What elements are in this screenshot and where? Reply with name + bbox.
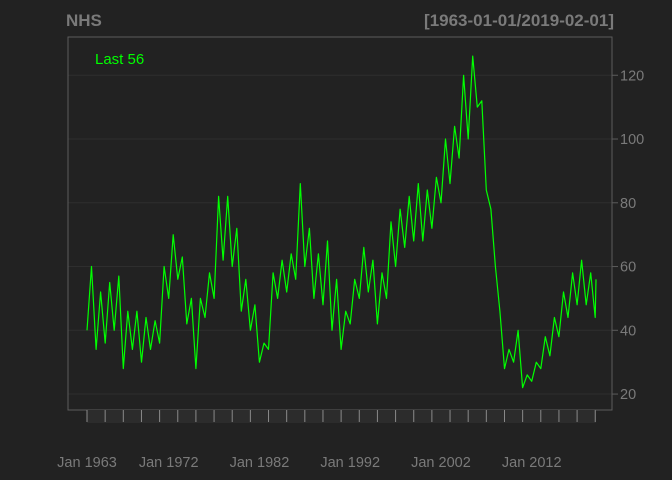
y-tick-label: 20: [620, 387, 636, 403]
x-tick-label: Jan 1992: [320, 455, 380, 471]
series-line: [86, 55, 597, 389]
x-tick-label: Jan 1982: [230, 455, 290, 471]
y-tick-label: 100: [620, 132, 644, 148]
x-axis: Jan 1963 Jan 1972 Jan 1982 Jan 1992 Jan 2002…: [57, 410, 596, 471]
y-tick-label: 80: [620, 196, 636, 212]
grid-lines: [68, 74, 612, 395]
series-layer: [86, 55, 597, 389]
y-tick-label: 40: [620, 323, 636, 339]
date-range-label: [1963-01-01/2019-02-01]: [424, 11, 614, 30]
x-tick-label: Jan 2002: [411, 455, 471, 471]
y-tick-label: 60: [620, 260, 636, 276]
legend-label: Last 56: [95, 51, 144, 68]
x-tick-label: Jan 1963: [57, 455, 117, 471]
y-axis: 20 40 60 80 100 120: [612, 68, 644, 403]
x-tick-label: Jan 2012: [502, 455, 562, 471]
y-tick-label: 120: [620, 68, 644, 84]
x-tick-label: Jan 1972: [139, 455, 199, 471]
chart-title: NHS: [66, 11, 102, 30]
